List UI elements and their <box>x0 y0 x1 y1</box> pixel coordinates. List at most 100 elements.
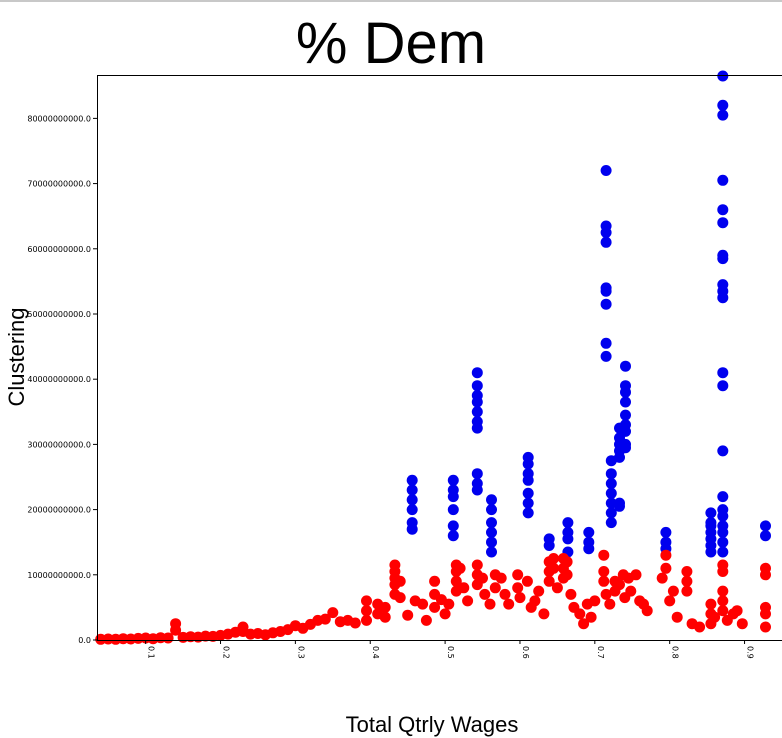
scatter-point-blue <box>717 253 729 265</box>
y-tick-label: 40000000000.0 <box>27 375 91 384</box>
scatter-point-blue <box>605 487 617 499</box>
scatter-point-blue <box>705 507 717 519</box>
scatter-point-red <box>578 618 590 630</box>
scatter-point-red <box>417 598 429 610</box>
scatter-point-red <box>561 556 573 568</box>
y-tick-label: 50000000000.0 <box>27 310 91 319</box>
scatter-point-blue <box>717 536 729 548</box>
scatter-point-red <box>717 595 729 607</box>
scatter-point-blue <box>717 217 729 229</box>
scatter-point-red <box>394 575 406 587</box>
scatter-point-blue <box>583 526 595 538</box>
scatter-point-blue <box>406 484 418 496</box>
scatter-point-red <box>598 549 610 561</box>
scatter-point-red <box>379 611 391 623</box>
scatter-point-blue <box>486 517 497 529</box>
scatter-point-red <box>458 582 470 594</box>
y-tick-label: 10000000000.0 <box>27 571 91 580</box>
scatter-point-blue <box>760 530 771 542</box>
scatter-point-blue <box>600 337 612 349</box>
scatter-point-red <box>477 572 488 584</box>
scatter-point-blue <box>600 350 612 362</box>
scatter-point-red <box>630 569 642 581</box>
scatter-point-red <box>548 562 560 574</box>
y-tick-label: 0.0 <box>78 636 91 645</box>
scatter-point-blue <box>717 367 729 379</box>
scatter-point-red <box>717 585 729 597</box>
scatter-point-red <box>589 595 601 607</box>
scatter-point-red <box>471 559 483 571</box>
points-layer <box>95 70 771 645</box>
scatter-point-red <box>667 585 679 597</box>
scatter-point-red <box>664 595 676 607</box>
scatter-point-red <box>681 575 693 587</box>
scatter-point-red <box>551 582 563 594</box>
scatter-point-red <box>512 569 524 581</box>
scatter-point-blue <box>562 517 574 529</box>
scatter-point-red <box>709 611 721 623</box>
scatter-point-red <box>439 608 451 620</box>
scatter-point-red <box>521 575 533 587</box>
scatter-point-red <box>429 575 441 587</box>
scatter-point-blue <box>717 99 729 111</box>
scatter-point-blue <box>406 474 418 486</box>
scatter-point-blue <box>600 165 612 176</box>
scatter-point-red <box>585 611 597 623</box>
scatter-point-blue <box>447 474 459 486</box>
scatter-point-red <box>736 618 748 630</box>
scatter-point-red <box>598 575 610 587</box>
scatter-point-red <box>503 598 515 610</box>
scatter-point-blue <box>717 380 729 392</box>
x-tick-label: 0.1 <box>147 646 156 659</box>
scatter-point-blue <box>522 458 534 470</box>
scatter-point-blue <box>605 507 617 519</box>
scatter-point-blue <box>471 406 483 418</box>
scatter-point-red <box>561 569 573 581</box>
scatter-point-red <box>717 605 729 617</box>
scatter-point-red <box>529 595 541 607</box>
scatter-point-red <box>641 605 653 617</box>
scatter-point-blue <box>605 517 617 529</box>
y-tick-label: 80000000000.0 <box>27 114 91 123</box>
scatter-point-blue <box>486 526 497 538</box>
scatter-point-red <box>394 592 406 604</box>
scatter-point-blue <box>522 507 534 519</box>
scatter-point-red <box>429 601 441 613</box>
scatter-point-blue <box>471 380 483 392</box>
scatter-point-red <box>349 617 361 629</box>
scatter-point-blue <box>717 174 729 186</box>
scatter-point-blue <box>717 526 729 538</box>
scatter-point-red <box>420 614 432 626</box>
scatter-point-red <box>538 608 550 620</box>
scatter-point-blue <box>486 504 497 516</box>
scatter-point-blue <box>717 510 729 522</box>
scatter-point-blue <box>620 409 631 421</box>
scatter-point-red <box>705 598 717 610</box>
scatter-point-red <box>671 611 683 623</box>
y-tick-label: 30000000000.0 <box>27 440 91 449</box>
scatter-point-red <box>548 553 560 564</box>
scatter-point-blue <box>447 504 459 516</box>
scatter-point-red <box>543 575 555 587</box>
scatter-point-red <box>514 592 526 604</box>
scatter-point-blue <box>620 396 631 408</box>
scatter-point-blue <box>717 292 729 304</box>
scatter-point-red <box>402 609 414 621</box>
scatter-point-red <box>443 598 455 610</box>
scatter-point-blue <box>600 227 612 238</box>
scatter-point-red <box>484 598 496 610</box>
scatter-point-blue <box>760 520 771 532</box>
chart-title: % Dem <box>295 11 487 76</box>
scatter-point-red <box>694 621 706 633</box>
scatter-point-red <box>598 566 610 577</box>
scatter-point-red <box>660 562 672 574</box>
scatter-point-blue <box>717 445 729 457</box>
scatter-point-red <box>361 595 372 607</box>
scatter-point-red <box>760 621 771 633</box>
scatter-point-blue <box>406 494 418 506</box>
x-axis-label: Total Qtrly Wages <box>345 712 519 737</box>
scatter-point-blue <box>614 500 625 512</box>
scatter-point-red <box>574 608 586 620</box>
y-tick-label: 20000000000.0 <box>27 506 91 515</box>
